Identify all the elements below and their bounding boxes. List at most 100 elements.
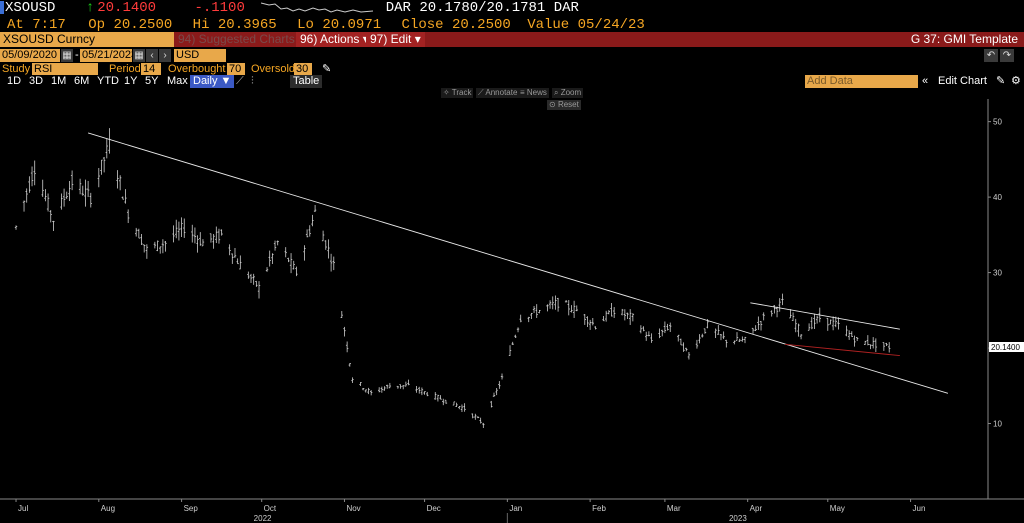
edit-chart-button[interactable]: Edit Chart: [938, 75, 987, 87]
upper-channel-line[interactable]: [750, 302, 900, 330]
ohlc-bar: [343, 326, 346, 337]
undo-icon[interactable]: ↶: [984, 49, 998, 62]
collapse-icon[interactable]: «: [922, 75, 929, 87]
ohlc-bar: [273, 240, 277, 251]
zoom-tool[interactable]: ⌕ Zoom: [552, 88, 584, 98]
ohlc-bar: [388, 382, 392, 389]
price-chart[interactable]: 102030405020.1400 JulAugSepOctNovDecJanF…: [0, 97, 1024, 523]
ohlc-bar: [247, 271, 250, 279]
period-button-3d[interactable]: 3D: [29, 75, 44, 87]
ohlc-bar: [463, 403, 466, 412]
track-tool[interactable]: ✧ Track: [441, 88, 474, 98]
template-label: G 37: GMI Template: [910, 32, 1018, 46]
ohlc-bar: [348, 363, 352, 367]
ohlc-bar: [25, 188, 28, 203]
lower-support-line[interactable]: [785, 343, 900, 357]
ohlc-bar: [236, 258, 239, 265]
low-value: 20.0971: [322, 17, 382, 33]
study-select[interactable]: RSI: [32, 63, 98, 75]
news-tool[interactable]: ≡ News: [518, 88, 549, 98]
zoom-label: Zoom: [560, 88, 582, 97]
bar-chart-icon[interactable]: ⫶: [251, 75, 254, 87]
ohlc-bar: [677, 334, 680, 342]
period-button-ytd[interactable]: YTD: [97, 75, 119, 87]
gear-icon[interactable]: ⚙: [1011, 75, 1021, 87]
actions-menu[interactable]: 96) Actions ▾: [296, 32, 373, 47]
ohlc-bar: [215, 226, 218, 244]
ohlc-bar: [663, 321, 667, 334]
period-input[interactable]: 14: [141, 63, 161, 75]
last-value-box: [989, 342, 1024, 352]
ohlc-bar: [452, 401, 456, 406]
ohlc-bar: [308, 225, 311, 237]
ohlc-bar: [351, 377, 354, 383]
ohlc-bar: [572, 300, 576, 318]
ohlc-bar: [474, 413, 477, 420]
period-button-1d[interactable]: 1D: [7, 75, 22, 87]
ohlc-bar: [658, 328, 661, 339]
security-field[interactable]: XSOUSD Curncy: [0, 32, 174, 47]
ticker-marker: [0, 1, 4, 14]
edit-menu[interactable]: 97) Edit ▾: [366, 32, 425, 47]
ohlc-bar: [33, 160, 36, 186]
high-label: Hi: [192, 17, 210, 33]
ohlc-bar: [217, 228, 221, 244]
ohlc-bar: [359, 382, 362, 387]
reset-button[interactable]: ⊙ Reset: [547, 100, 581, 110]
ohlc-bar: [682, 342, 685, 352]
period-button-5y[interactable]: 5Y: [145, 75, 159, 87]
ohlc-bar: [775, 306, 779, 318]
annotate-tool[interactable]: ⟋ Annotate: [476, 88, 520, 98]
y-tick-label: 10: [993, 420, 1002, 429]
redo-icon[interactable]: ↷: [1000, 49, 1014, 62]
ohlc-bar: [289, 253, 293, 274]
draw-icon[interactable]: ✎: [996, 75, 1006, 87]
ohlc-bar: [311, 214, 314, 227]
ohlc-bar: [369, 390, 373, 396]
ohlc-bar: [295, 266, 298, 277]
oversold-input[interactable]: 30: [294, 63, 312, 75]
ohlc-bar: [519, 314, 522, 323]
currency-select[interactable]: USD: [174, 49, 226, 62]
calendar-icon-2[interactable]: ▦: [133, 49, 145, 62]
period-button-6m[interactable]: 6M: [74, 75, 90, 87]
start-date-input[interactable]: 05/09/2020: [0, 49, 60, 62]
add-data-input[interactable]: Add Data: [805, 75, 918, 88]
ohlc-bar: [722, 331, 725, 340]
period-button-max[interactable]: Max: [167, 75, 188, 87]
period-button-1y[interactable]: 1Y: [124, 75, 138, 87]
suggested-charts-button[interactable]: 94) Suggested Charts: [178, 32, 295, 46]
pencil-icon[interactable]: ✎: [322, 63, 332, 75]
ohlc-bar: [773, 305, 776, 314]
ohlc-bar: [794, 318, 797, 333]
calendar-icon[interactable]: ▦: [61, 49, 73, 62]
ohlc-bar: [781, 293, 784, 306]
ohlc-bar: [853, 335, 856, 347]
ohlc-bar: [757, 316, 760, 330]
next-arrow-icon[interactable]: ›: [159, 49, 171, 62]
prev-arrow-icon[interactable]: ‹: [146, 49, 158, 62]
line-chart-icon[interactable]: ⟋: [236, 75, 244, 87]
trendline-line[interactable]: [87, 132, 949, 394]
ohlc-bar: [124, 189, 127, 204]
table-button[interactable]: Table: [290, 75, 323, 88]
annotate-label: Annotate: [485, 88, 518, 97]
frequency-select[interactable]: Daily ▼: [190, 75, 235, 88]
ohlc-bar: [102, 156, 106, 173]
ohlc-bar: [725, 339, 728, 348]
overbought-input[interactable]: 70: [227, 63, 245, 75]
ticker[interactable]: XSOUSD: [5, 0, 56, 17]
ohlc-bar: [439, 395, 442, 400]
ohlc-bar: [535, 304, 538, 318]
period-button-1m[interactable]: 1M: [51, 75, 67, 87]
last-value-label: 20.1400: [991, 343, 1020, 352]
ohlc-bar: [789, 309, 792, 319]
up-arrow-icon: ↑: [85, 0, 95, 17]
ohlc-bar: [332, 256, 335, 271]
ohlc-bar: [313, 205, 317, 213]
ohlc-bar: [292, 260, 295, 270]
end-date-input[interactable]: 05/21/2023: [80, 49, 138, 62]
ohlc-bar: [436, 394, 440, 402]
ohlc-bar: [321, 230, 325, 242]
ohlc-bar: [679, 338, 683, 346]
